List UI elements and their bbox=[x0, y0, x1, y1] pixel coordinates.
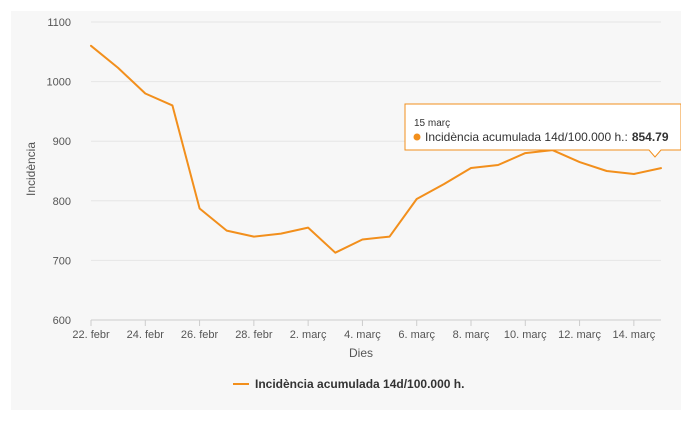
x-tick-label: 10. març bbox=[504, 329, 547, 341]
x-tick-label: 6. març bbox=[398, 329, 435, 341]
x-tick-label: 22. febr bbox=[72, 329, 110, 341]
series-line bbox=[90, 44, 662, 254]
y-tick-label: 1100 bbox=[47, 17, 71, 29]
y-tick-label: 1000 bbox=[47, 77, 71, 89]
gridlines bbox=[91, 21, 661, 321]
tooltip: 15 març Incidència acumulada 14d/100.000… bbox=[404, 103, 681, 158]
x-tick-label: 26. febr bbox=[181, 329, 219, 341]
x-tick-label: 28. febr bbox=[235, 329, 273, 341]
x-tick-label: 14. març bbox=[612, 329, 655, 341]
x-tick-label: 8. març bbox=[453, 329, 490, 341]
tooltip-text: Incidència acumulada 14d/100.000 h.: 854.… bbox=[425, 130, 669, 144]
tooltip-series-label: Incidència acumulada 14d/100.000 h.: bbox=[425, 130, 628, 144]
y-tick-label: 900 bbox=[53, 136, 71, 148]
tooltip-value: 854.79 bbox=[632, 130, 669, 144]
line-chart: 600 700 800 900 1000 1100 22. febr 24. febr 26.… bbox=[24, 17, 681, 391]
tooltip-box bbox=[404, 103, 681, 158]
x-tick-label: 2. març bbox=[290, 329, 327, 341]
x-tick-label: 4. març bbox=[344, 329, 381, 341]
legend-item-label[interactable]: Incidència acumulada 14d/100.000 h. bbox=[255, 377, 464, 391]
y-tick-label: 600 bbox=[53, 315, 71, 327]
chart-panel: 600 700 800 900 1000 1100 22. febr 24. febr 26.… bbox=[11, 11, 681, 410]
y-axis-title: Incidència bbox=[24, 142, 38, 196]
x-tick-label: 12. març bbox=[558, 329, 601, 341]
series-layer bbox=[90, 44, 662, 254]
legend[interactable]: Incidència acumulada 14d/100.000 h. bbox=[233, 377, 464, 391]
x-axis: 22. febr 24. febr 26. febr 28. febr 2. març 4… bbox=[72, 320, 656, 341]
x-tick-label: 24. febr bbox=[127, 329, 165, 341]
y-axis: 600 700 800 900 1000 1100 bbox=[47, 17, 71, 327]
y-tick-label: 800 bbox=[53, 196, 71, 208]
tooltip-series-dot bbox=[413, 133, 421, 141]
tooltip-date: 15 març bbox=[414, 118, 450, 129]
y-tick-label: 700 bbox=[53, 255, 71, 267]
x-axis-title: Dies bbox=[349, 346, 373, 360]
